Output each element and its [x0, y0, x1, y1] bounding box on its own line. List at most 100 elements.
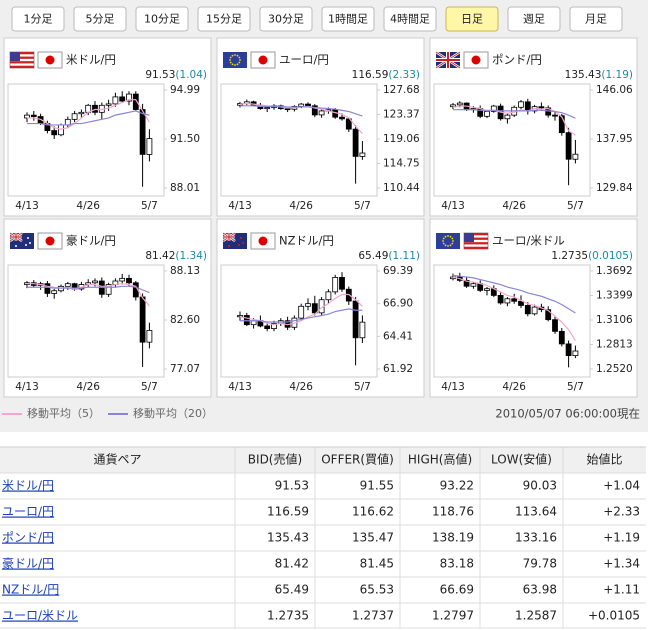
flag-cross-red — [10, 233, 22, 241]
tab[interactable]: 月足 — [569, 6, 623, 32]
candle-body — [359, 321, 366, 339]
flag — [250, 232, 276, 250]
price-change: (1.11) — [388, 250, 420, 262]
moving-average-line — [452, 276, 576, 341]
candle-body — [565, 132, 572, 160]
tab-label[interactable]: 10分足 — [144, 13, 180, 26]
tab[interactable]: 30分足 — [259, 6, 313, 32]
pair-link[interactable]: ユーロ/円 — [2, 505, 54, 519]
candle-body — [345, 118, 352, 130]
tab-button[interactable] — [321, 6, 375, 32]
tab[interactable]: 5分足 — [73, 6, 127, 32]
flag — [463, 232, 489, 250]
table-cell: 138.19 — [432, 531, 474, 545]
table-cell: 1.2797 — [432, 609, 474, 623]
flag-canton — [10, 52, 20, 61]
y-tick-label: 146.06 — [596, 84, 633, 96]
legend-label: 移動平均（5） — [27, 406, 100, 420]
x-tick-label: 5/7 — [354, 200, 371, 212]
tab-button[interactable] — [383, 6, 437, 32]
flag-star — [236, 63, 239, 66]
tab[interactable]: 1分足 — [11, 6, 65, 32]
candle-body — [105, 103, 112, 106]
candle-body — [264, 107, 271, 110]
table-cell: 135.43 — [267, 531, 309, 545]
moving-average-line — [452, 274, 576, 314]
tab-label[interactable]: 5分足 — [86, 13, 115, 26]
tab-button[interactable] — [11, 6, 65, 32]
tab-button[interactable] — [73, 6, 127, 32]
moving-average-line — [27, 110, 150, 126]
candle-body — [126, 277, 132, 284]
price-change: (0.0105) — [588, 250, 633, 262]
tab-button[interactable] — [445, 6, 499, 32]
flag — [435, 50, 461, 70]
price-text: 81.42(1.34) — [145, 250, 207, 262]
tab-label[interactable]: 日足 — [461, 13, 483, 26]
tab-label[interactable]: 15分足 — [206, 13, 242, 26]
y-tick-label: 123.37 — [383, 109, 420, 121]
candle-body — [78, 111, 85, 115]
tab-button[interactable] — [197, 6, 251, 32]
tab-label[interactable]: 1分足 — [24, 13, 53, 26]
tab-button[interactable] — [135, 6, 189, 32]
y-tick-label: 114.75 — [383, 158, 420, 170]
x-tick-label: 4/26 — [502, 381, 526, 393]
candle-body — [243, 315, 250, 326]
price: 81.42 — [145, 250, 175, 262]
x-tick-label: 5/7 — [141, 381, 158, 393]
candle-body — [470, 283, 477, 287]
flag — [9, 51, 35, 69]
flag-star — [234, 54, 236, 56]
table-cell: 81.45 — [360, 557, 394, 571]
flag — [463, 51, 489, 69]
flag-cross-red — [436, 52, 460, 68]
table-cell: +1.19 — [603, 531, 640, 545]
x-tick-label: 4/13 — [15, 200, 39, 212]
flag-disc — [258, 55, 268, 65]
tab-button[interactable] — [507, 6, 561, 32]
tab[interactable]: 日足 — [445, 6, 499, 32]
x-tick-label: 4/26 — [289, 200, 313, 212]
tab-button[interactable] — [569, 6, 623, 32]
candle-body — [352, 128, 359, 157]
y-tick-label: 129.84 — [596, 182, 633, 194]
tab-label[interactable]: 月足 — [585, 13, 607, 26]
pair-link[interactable]: ポンド/円 — [2, 531, 54, 545]
price-change: (1.04) — [175, 69, 207, 81]
x-tick-label: 4/26 — [502, 200, 526, 212]
candle-body — [504, 298, 511, 304]
candle-body — [352, 300, 359, 339]
tab-label[interactable]: 1時間足 — [328, 13, 368, 26]
price: 65.49 — [358, 250, 388, 262]
y-tick-label: 61.92 — [383, 363, 413, 375]
tab[interactable]: 1時間足 — [321, 6, 375, 32]
candle-body — [518, 101, 524, 108]
flag-star — [239, 59, 241, 61]
tab[interactable]: 10分足 — [135, 6, 189, 32]
table-cell: 113.64 — [515, 505, 557, 519]
flag-canton — [464, 233, 474, 242]
tab-label[interactable]: 30分足 — [268, 13, 304, 26]
pair-link[interactable]: 米ドル/円 — [2, 479, 54, 493]
tab[interactable]: 4時間足 — [383, 6, 437, 32]
candle-body — [325, 291, 332, 301]
pair-link[interactable]: 豪ドル/円 — [2, 556, 54, 571]
candle-body — [552, 319, 558, 332]
tab-label[interactable]: 4時間足 — [390, 13, 430, 26]
price-change: (2.33) — [388, 69, 420, 81]
pair-link[interactable]: NZドル/円 — [2, 583, 59, 597]
tab[interactable]: 週足 — [507, 6, 561, 32]
flag-disc — [258, 236, 268, 246]
flag-star — [236, 54, 239, 57]
flag — [37, 51, 63, 69]
candle-body — [524, 305, 531, 315]
pair-link[interactable]: ユーロ/米ドル — [2, 609, 78, 623]
tab[interactable]: 15分足 — [197, 6, 251, 32]
candle-body — [518, 300, 524, 306]
x-tick-label: 5/7 — [567, 200, 584, 212]
table-cell: 63.98 — [523, 583, 557, 597]
tab-label[interactable]: 週足 — [523, 13, 545, 26]
table-cell: +1.04 — [603, 479, 640, 493]
tab-button[interactable] — [259, 6, 313, 32]
